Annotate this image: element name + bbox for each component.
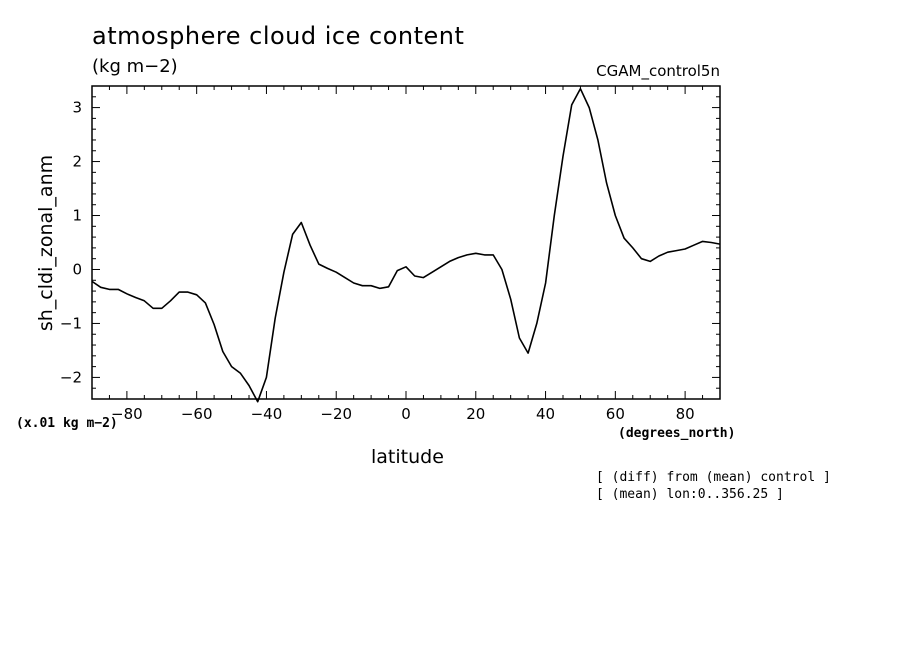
- note-mean: [ (mean) lon:0..356.25 ]: [596, 487, 784, 502]
- run-label: CGAM_control5n: [596, 62, 720, 80]
- tick-labels-layer: −80 −60 −40 −20 0 20 40 60 80 −2 −1 0 1 2 3: [60, 99, 695, 423]
- x-tick-label: 20: [466, 405, 485, 423]
- chart-title: atmosphere cloud ice content: [92, 22, 465, 50]
- x-tick-label: 60: [606, 405, 625, 423]
- x-tick-label: 40: [536, 405, 555, 423]
- y-tick-label: −1: [60, 314, 82, 332]
- x-tick-label: −40: [251, 405, 283, 423]
- series-line: [91, 87, 721, 403]
- ticks-layer: [91, 85, 721, 400]
- x-tick-label: −80: [111, 405, 143, 423]
- y-tick-label: 1: [72, 207, 82, 225]
- plot-frame: [91, 85, 721, 400]
- x-axis-units: (degrees_north): [618, 426, 736, 441]
- series-layer: [91, 87, 721, 403]
- note-diff: [ (diff) from (mean) control ]: [596, 470, 831, 485]
- x-tick-label: −60: [181, 405, 213, 423]
- y-tick-label: −2: [60, 368, 82, 386]
- y-tick-label: 3: [72, 99, 82, 117]
- scale-note: (x.01 kg m−2): [16, 416, 118, 431]
- y-tick-label: 0: [72, 260, 82, 278]
- x-tick-label: 80: [676, 405, 695, 423]
- x-tick-label: −20: [320, 405, 352, 423]
- y-tick-label: 2: [72, 153, 82, 171]
- x-tick-label: 0: [401, 405, 411, 423]
- chart-units: (kg m−2): [92, 56, 178, 77]
- x-axis-label: latitude: [371, 446, 444, 468]
